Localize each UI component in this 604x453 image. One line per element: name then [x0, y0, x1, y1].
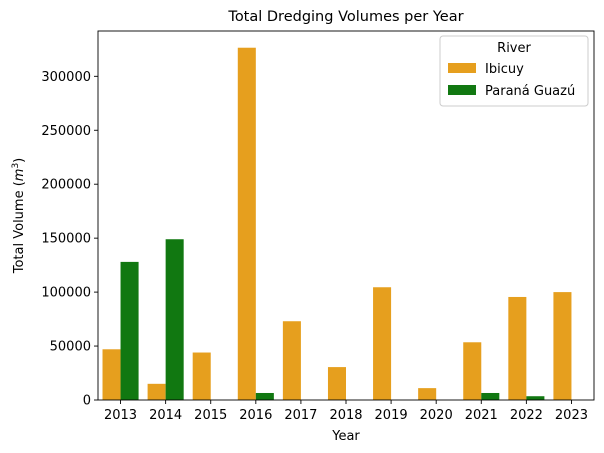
bar-ibicuy-2019: [373, 287, 392, 400]
bar-ibicuy-2022: [508, 296, 527, 400]
x-tick-label: 2015: [194, 408, 227, 423]
x-tick-label: 2013: [104, 408, 137, 423]
bar-ibicuy-2015: [192, 352, 211, 400]
x-tick-label: 2022: [510, 408, 543, 423]
y-axis-label-unit: m: [12, 169, 27, 182]
y-tick-label: 250000: [41, 124, 91, 139]
bars-group: [102, 47, 572, 400]
legend-label-0: Ibicuy: [485, 62, 524, 77]
y-axis-label-suffix: ): [12, 158, 27, 163]
x-tick-label: 2016: [239, 408, 272, 423]
y-axis-label-prefix: Total Volume (: [12, 181, 27, 274]
x-tick-label: 2020: [420, 408, 453, 423]
legend-title: River: [497, 41, 531, 56]
y-tick-label: 200000: [41, 178, 91, 193]
bar-ibicuy-2014: [147, 383, 166, 400]
x-tick-label: 2014: [149, 408, 182, 423]
y-tick-label: 150000: [41, 232, 91, 247]
bar-ibicuy-2023: [553, 292, 572, 400]
legend-swatch-1: [448, 85, 476, 95]
y-axis-label: Total Volume (m3): [11, 158, 27, 275]
bar-ibicuy-2013: [102, 349, 121, 400]
y-tick-label: 100000: [41, 286, 91, 301]
chart-title: Total Dredging Volumes per Year: [227, 9, 463, 25]
bar-paran-guaz--2016: [255, 392, 274, 400]
bar-paran-guaz--2013: [120, 261, 139, 400]
bar-paran-guaz--2014: [165, 239, 184, 400]
bar-ibicuy-2021: [463, 342, 482, 400]
legend-label-1: Paraná Guazú: [485, 84, 575, 99]
bar-paran-guaz--2022: [526, 396, 545, 400]
bar-ibicuy-2018: [327, 367, 346, 400]
legend-box: [439, 35, 589, 107]
plot-frame: [97, 30, 595, 401]
bar-ibicuy-2020: [418, 388, 437, 400]
x-tick-label: 2018: [329, 408, 362, 423]
bar-ibicuy-2017: [282, 321, 301, 400]
y-tick-label: 0: [83, 394, 91, 409]
y-tick-label: 50000: [50, 340, 91, 355]
x-tick-label: 2017: [284, 408, 317, 423]
y-axis-label-exponent: 3: [11, 163, 21, 169]
legend-swatch-0: [448, 63, 476, 73]
legend: River Ibicuy Paraná Guazú: [439, 35, 589, 107]
bar-paran-guaz--2021: [481, 392, 500, 400]
x-axis: 2013 2014 2015 2016 2017 2018 2019 2020 2021 2022…: [104, 400, 588, 423]
x-tick-label: 2023: [555, 408, 588, 423]
x-tick-label: 2021: [465, 408, 498, 423]
y-tick-label: 300000: [41, 70, 91, 85]
bar-ibicuy-2016: [237, 47, 256, 400]
y-axis: 0 50000 100000 150000 200000 250000 300000: [41, 70, 98, 409]
x-axis-label: Year: [331, 429, 360, 444]
x-tick-label: 2019: [375, 408, 408, 423]
